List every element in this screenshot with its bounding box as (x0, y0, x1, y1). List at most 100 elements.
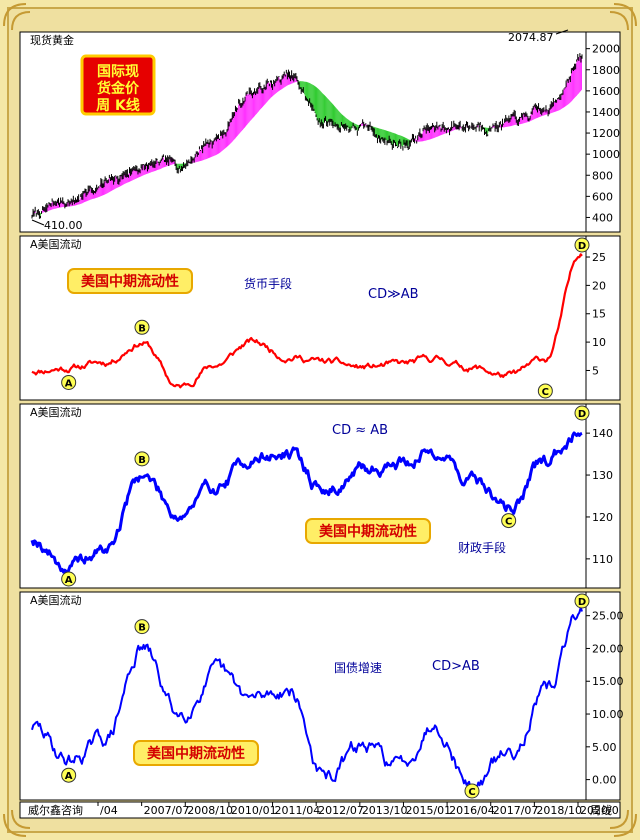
ma-band-down (350, 121, 353, 131)
ma-band-up (579, 55, 581, 92)
ma-band-up (567, 81, 569, 106)
y-tick-label: 5 (592, 364, 599, 377)
point-label: C (468, 787, 475, 798)
ma-band-up (264, 87, 266, 106)
ma-band-down (311, 84, 313, 108)
liquidity-line (31, 253, 583, 389)
ma-band-up (261, 91, 264, 108)
liquidity-banner-text: 美国中期流动性 (319, 523, 417, 540)
ma-band-down (342, 114, 344, 127)
x-tick-label: 2017/07 (493, 804, 539, 817)
ma-band-up (195, 153, 197, 163)
ma-band-up (576, 57, 578, 96)
ma-band-down (334, 105, 336, 126)
ma-band-up (232, 115, 234, 142)
ma-band-up (574, 64, 576, 98)
ma-band-up (241, 101, 243, 131)
ma-band-up (198, 148, 200, 162)
point-marker-d (574, 405, 590, 421)
ma-band-up (255, 92, 257, 115)
ma-band-up (566, 81, 568, 106)
ma-band-down (328, 99, 330, 123)
ma-band-down (305, 81, 307, 99)
ma-band-down (310, 83, 312, 107)
ma-band-up (133, 168, 135, 180)
point-label: B (138, 623, 146, 634)
ma-band-up (238, 103, 240, 135)
ma-band-up (204, 143, 206, 160)
point-marker-b (134, 319, 150, 335)
ma-band-down (318, 88, 320, 123)
y-tick-label: 110 (592, 553, 613, 566)
ma-band-down (304, 81, 306, 99)
ma-band-up (571, 68, 573, 102)
ma-band-up (223, 132, 225, 150)
ma-band-down (322, 93, 324, 127)
point-label: C (505, 517, 512, 528)
y-tick-label: 10.00 (592, 708, 624, 721)
ma-band-up (559, 97, 561, 110)
method-label: 财政手段 (458, 540, 506, 555)
ma-band-up (269, 82, 271, 100)
liquidity-banner (133, 740, 259, 766)
ma-band-up (236, 108, 238, 137)
ma-band-up (260, 88, 262, 109)
ma-band-down (317, 87, 319, 122)
ma-band-up (480, 124, 482, 128)
ma-band-up (506, 120, 508, 127)
x-axis-label: 周线 (590, 803, 612, 817)
ma-band-up (268, 81, 270, 101)
ma-band-up (254, 92, 256, 117)
ma-band-up (575, 61, 577, 97)
y-tick-label: 140 (592, 427, 613, 440)
x-tick-label: /04 (100, 804, 118, 817)
ma-band-up (203, 145, 205, 160)
y-tick-label: 130 (592, 469, 613, 482)
point-marker-c (464, 783, 480, 799)
ma-band-down (312, 84, 314, 110)
point-label: B (138, 455, 146, 466)
liquidity-banner-text: 美国中期流动性 (147, 745, 245, 762)
peak-label: 2074.87 (508, 31, 554, 44)
y-tick-label: 400 (592, 211, 613, 224)
x-tick-label: 2020/0 (580, 804, 619, 817)
y-tick-label: 15.00 (592, 675, 624, 688)
ma-band-up (563, 87, 566, 108)
ma-band-down (316, 86, 318, 120)
liquidity-banner-text: 美国中期流动性 (81, 273, 179, 290)
x-tick-label: 2008/10 (187, 804, 233, 817)
ma-band-down (339, 111, 341, 129)
ma-band-up (83, 191, 85, 203)
price-badge-text: 国际现 (97, 64, 139, 80)
ma-band-up (519, 117, 521, 125)
ma-band-down (314, 86, 317, 116)
ma-band-up (568, 78, 570, 105)
ma-band-up (230, 119, 232, 144)
ma-band-up (554, 100, 556, 112)
x-tick-label: 2011/04 (275, 804, 321, 817)
point-marker-a (61, 571, 77, 587)
panel-title: A美国流动 (30, 593, 82, 607)
ma-band-up (250, 91, 252, 121)
liquidity-banner (305, 518, 431, 544)
x-tick-label: 2018/10 (536, 804, 582, 817)
x-tick-label: 2013/10 (362, 804, 408, 817)
liquidity-line (30, 431, 583, 576)
y-tick-label: 0.00 (592, 774, 617, 787)
liquidity-line (31, 606, 583, 792)
ma-band-down (330, 101, 332, 123)
y-tick-label: 600 (592, 190, 613, 203)
y-tick-label: 1200 (592, 127, 620, 140)
ma-band-down (336, 107, 338, 128)
ma-band-up (430, 127, 432, 140)
y-tick-label: 5.00 (592, 741, 617, 754)
point-marker-c (501, 513, 517, 529)
ratio-label: CD>AB (432, 659, 480, 674)
liquidity-banner (67, 268, 193, 294)
ma-band-up (259, 85, 261, 110)
ma-band-up (580, 57, 582, 91)
corner-ornament-icon (3, 3, 637, 837)
y-tick-label: 25.00 (592, 610, 624, 623)
ma-band-up (128, 171, 130, 183)
ma-band-up (134, 168, 136, 180)
